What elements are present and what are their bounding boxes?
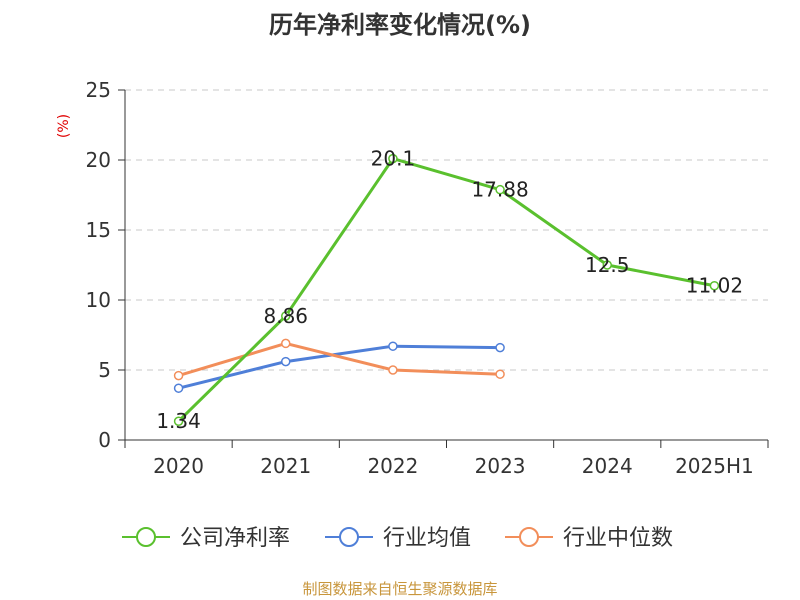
- x-tick-label: 2023: [475, 454, 526, 478]
- legend[interactable]: 公司净利率 行业均值 行业中位数: [122, 526, 673, 551]
- data-point: [495, 342, 505, 353]
- data-point: [281, 356, 291, 367]
- legend-label: 行业均值: [383, 526, 471, 551]
- data-point: [388, 153, 398, 164]
- legend-label: 公司净利率: [180, 526, 290, 551]
- data-label: 8.86: [263, 304, 308, 328]
- data-labels: 1.34 8.86 20.1 17.88 12.5 11.02: [156, 147, 743, 434]
- y-tick-label: 25: [86, 78, 111, 102]
- axes: 0 5 10 15 20 25 2020 2021 2022 2023 2024 2025H1: [86, 78, 769, 478]
- chart-title: 历年净利率变化情况(%): [269, 11, 531, 39]
- data-point: [173, 416, 184, 426]
- legend-item-1[interactable]: 行业均值: [325, 526, 471, 551]
- data-point: [281, 338, 291, 349]
- y-tick-label: 0: [98, 428, 111, 452]
- legend-item-0[interactable]: 公司净利率: [122, 526, 290, 551]
- data-label: 20.1: [371, 147, 416, 171]
- series-lines: [173, 153, 720, 426]
- grid: [125, 89, 768, 371]
- data-label: 12.5: [585, 253, 630, 277]
- y-axis-unit-label: (%): [56, 114, 72, 138]
- data-point: [388, 365, 398, 375]
- data-label: 11.02: [686, 274, 743, 298]
- series-line-1: [178, 344, 501, 390]
- y-tick-label: 10: [86, 288, 111, 312]
- x-tick-label: 2025H1: [675, 454, 754, 478]
- legend-marker: [519, 527, 539, 547]
- legend-item-2[interactable]: 行业中位数: [505, 526, 673, 551]
- source-note: 制图数据来自恒生聚源数据库: [302, 580, 497, 598]
- x-tick-label: 2021: [260, 454, 311, 478]
- data-point: [173, 370, 184, 381]
- data-point: [602, 260, 612, 270]
- x-tick-label: 2020: [153, 454, 204, 478]
- y-tick-label: 15: [86, 218, 111, 242]
- legend-marker: [136, 527, 156, 547]
- data-point: [388, 341, 398, 351]
- series-line-2: [178, 341, 501, 378]
- legend-label: 行业中位数: [563, 526, 673, 551]
- data-point: [495, 184, 505, 195]
- data-label: 1.34: [156, 409, 201, 433]
- data-label: 17.88: [471, 178, 528, 202]
- y-tick-label: 5: [98, 358, 111, 382]
- data-point: [281, 311, 291, 321]
- x-tick-label: 2022: [367, 454, 418, 478]
- legend-marker: [339, 527, 359, 547]
- series-line-0: [177, 157, 715, 423]
- y-tick-label: 20: [86, 148, 111, 172]
- data-point: [173, 383, 184, 393]
- x-tick-label: 2024: [582, 454, 633, 478]
- data-point: [709, 280, 720, 291]
- data-point: [495, 369, 505, 379]
